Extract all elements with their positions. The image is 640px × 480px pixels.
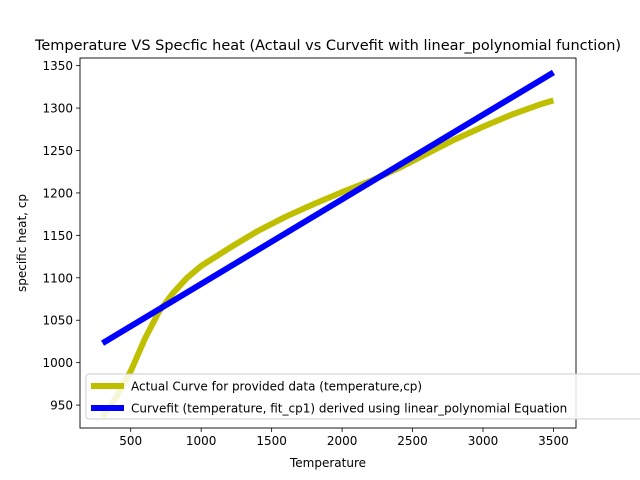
y-tick-label: 1350 [42, 59, 73, 73]
x-axis-label: Temperature [289, 456, 366, 470]
y-tick-label: 950 [50, 399, 73, 413]
x-tick-label: 3500 [538, 434, 569, 448]
x-tick-label: 2000 [327, 434, 358, 448]
x-tick-label: 2500 [397, 434, 428, 448]
y-tick-label: 1300 [42, 102, 73, 116]
chart-title: Temperature VS Specfic heat (Actaul vs C… [34, 38, 621, 54]
legend-label-curvefit: Curvefit (temperature, fit_cp1) derived … [131, 402, 567, 416]
y-axis-label: specific heat, cp [15, 194, 29, 292]
y-tick-label: 1200 [42, 186, 73, 200]
y-tick-label: 1250 [42, 144, 73, 158]
x-tick-label: 1000 [186, 434, 217, 448]
actual-curve-line [100, 97, 555, 419]
series-layer [100, 69, 555, 419]
y-tick-label: 1150 [42, 229, 73, 243]
x-axis-ticks: 500 1000 1500 2000 2500 3000 3500 [119, 428, 569, 448]
y-tick-label: 1100 [42, 271, 73, 285]
y-axis-ticks: 950 1000 1050 1100 1150 1200 1250 1300 1350 [42, 59, 80, 413]
plot-frame [79, 57, 577, 429]
plot-area [80, 58, 576, 428]
x-tick-label: 1500 [256, 434, 287, 448]
legend-box [85, 373, 640, 420]
y-tick-label: 1050 [42, 314, 73, 328]
x-tick-label: 500 [119, 434, 142, 448]
y-tick-label: 1000 [42, 356, 73, 370]
x-tick-label: 3000 [468, 434, 499, 448]
legend-label-actual: Actual Curve for provided data (temperat… [131, 380, 422, 394]
legend: Actual Curve for provided data (temperat… [85, 373, 640, 420]
curvefit-line [101, 69, 555, 346]
